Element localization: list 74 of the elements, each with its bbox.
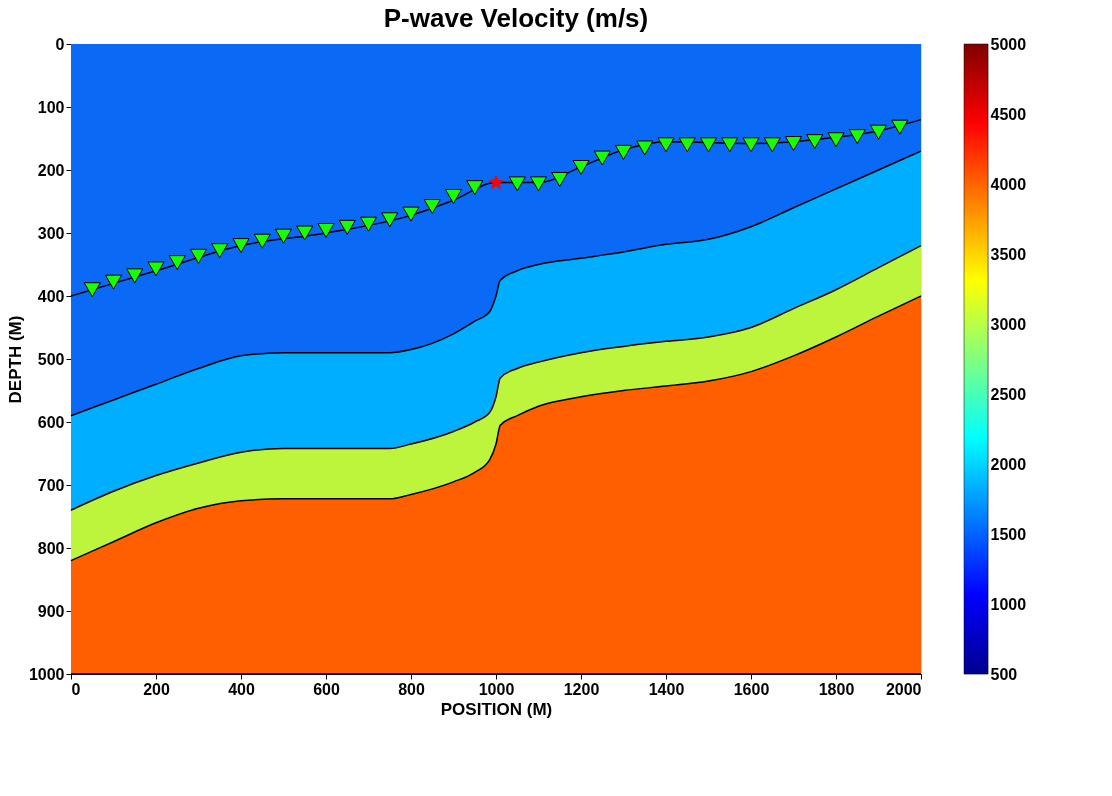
point [253, 233, 271, 249]
color-bar-label: 3000 [990, 315, 1027, 333]
color-bar-label: 4500 [990, 105, 1027, 123]
point [869, 124, 888, 140]
point [104, 274, 123, 290]
point [338, 219, 356, 235]
point [274, 228, 293, 244]
y-tick-label: 400 [37, 287, 65, 305]
color-bar-label: 500 [990, 665, 1018, 683]
color-bar-label: 2500 [990, 385, 1027, 403]
x-tick-label: 1000 [478, 680, 515, 698]
chart-title: P-wave Velocity (m/s) [383, 2, 649, 33]
point [296, 225, 314, 241]
y-tick-label: 600 [37, 413, 65, 431]
x-tick-label: 800 [398, 680, 425, 698]
color-bar-label: 1000 [990, 595, 1027, 613]
point [381, 212, 399, 228]
x-tick-label: 1800 [818, 680, 855, 698]
x-tick-label: 1200 [563, 680, 600, 698]
point [572, 160, 590, 175]
point [444, 188, 463, 204]
color-bar-label: 3500 [990, 245, 1027, 263]
y-tick-label: 300 [37, 224, 65, 242]
point [784, 136, 803, 152]
point [827, 132, 845, 148]
point [317, 223, 335, 238]
point [189, 248, 208, 264]
y-tick-label: 900 [37, 602, 65, 620]
point [147, 261, 165, 277]
color-bar-label: 4000 [990, 175, 1027, 193]
point [551, 171, 569, 187]
point [423, 199, 441, 215]
point [508, 176, 526, 192]
y-tick-label: 500 [37, 350, 65, 368]
point [359, 216, 378, 232]
point [657, 137, 675, 153]
color-bar-label: 2000 [990, 455, 1027, 473]
point [466, 180, 484, 196]
point [126, 268, 144, 284]
x-tick-label: 1400 [648, 680, 685, 698]
point [721, 137, 739, 153]
y-tick-label: 800 [37, 539, 65, 557]
point [529, 176, 548, 192]
color-bar-label: 5000 [990, 35, 1027, 53]
point [636, 140, 654, 156]
x-axis-title: POSITION (M) [440, 699, 553, 719]
point [614, 144, 633, 160]
y-tick-label: 0 [55, 35, 65, 53]
y-tick-label: 700 [37, 476, 65, 494]
x-tick-label: 400 [228, 680, 255, 698]
point [488, 174, 504, 190]
point [806, 134, 824, 150]
x-tick-label: 2000 [885, 680, 922, 698]
point [742, 137, 760, 153]
point [402, 206, 420, 222]
point [232, 238, 250, 254]
point [678, 137, 696, 153]
point [211, 243, 229, 259]
point [848, 129, 866, 145]
color-bar-label: 1500 [990, 525, 1027, 543]
x-tick-label: 0 [71, 680, 81, 698]
x-tick-label: 600 [313, 680, 340, 698]
x-tick-label: 200 [143, 680, 170, 698]
point [168, 255, 186, 271]
point [763, 137, 781, 153]
y-tick-label: 1000 [28, 665, 65, 683]
point [593, 150, 611, 166]
point [699, 137, 718, 153]
point [83, 282, 101, 298]
y-tick-label: 100 [37, 98, 65, 116]
point [891, 119, 909, 135]
x-tick-label: 1600 [733, 680, 770, 698]
y-axis-title: DEPTH (M) [5, 315, 25, 404]
y-tick-label: 200 [37, 161, 65, 179]
